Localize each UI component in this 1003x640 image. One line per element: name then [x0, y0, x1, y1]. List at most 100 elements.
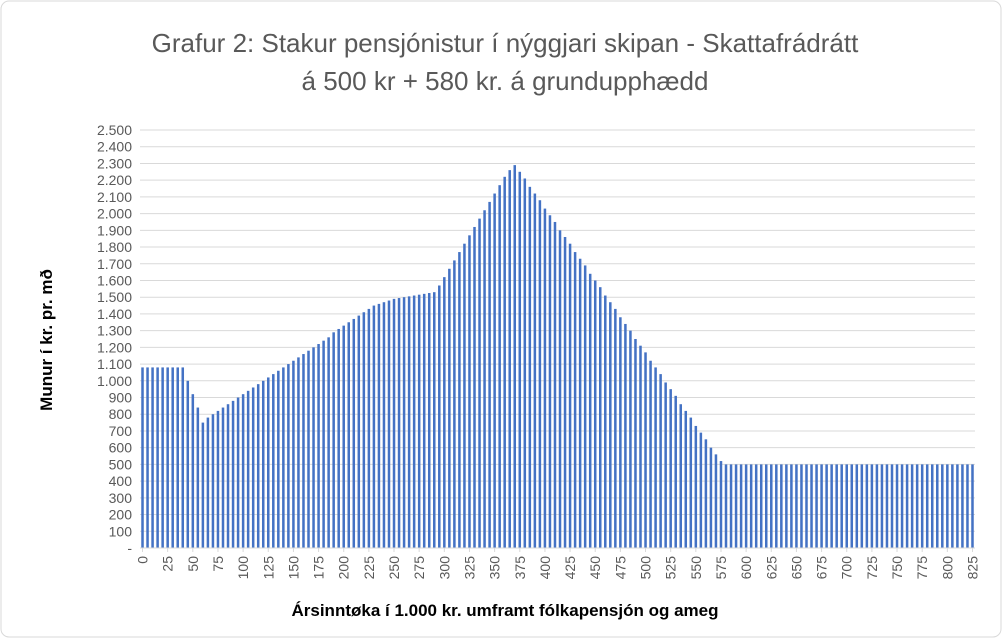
- bar: [417, 294, 421, 548]
- bar: [739, 464, 743, 548]
- bar: [256, 384, 260, 548]
- bar: [558, 230, 562, 548]
- bar: [483, 210, 486, 549]
- bar: [357, 315, 361, 548]
- bar: [397, 298, 401, 548]
- bar: [508, 170, 511, 549]
- bar: [649, 360, 652, 548]
- x-tick-label: 625: [763, 556, 779, 580]
- bar: [287, 364, 290, 548]
- x-tick-label: 75: [210, 556, 226, 572]
- bar: [251, 387, 255, 548]
- y-tick-label: 1.200: [97, 339, 132, 355]
- bar: [825, 464, 828, 548]
- bar: [588, 273, 592, 548]
- bar: [352, 318, 356, 548]
- y-tick-label: 400: [109, 473, 133, 489]
- x-tick-label: 500: [638, 556, 654, 580]
- bar: [795, 464, 798, 548]
- y-tick-label: 2.100: [97, 189, 132, 205]
- y-tick-label: 1.500: [97, 289, 132, 305]
- bar: [272, 374, 275, 548]
- x-tick-label: 225: [361, 556, 377, 580]
- bar: [810, 464, 813, 548]
- x-tick-label: 575: [713, 556, 729, 580]
- bar: [598, 287, 602, 548]
- bar: [141, 367, 144, 548]
- bar: [422, 293, 426, 548]
- bar: [780, 464, 783, 548]
- bar: [749, 464, 753, 548]
- bar: [961, 464, 964, 548]
- bar: [890, 464, 894, 548]
- bar: [689, 417, 693, 548]
- bar: [553, 221, 557, 548]
- bar: [206, 417, 210, 548]
- y-tick-label: 2.000: [97, 206, 132, 222]
- bar: [292, 360, 295, 548]
- bar: [211, 414, 215, 548]
- bar: [654, 367, 657, 548]
- bar: [523, 178, 527, 548]
- bar: [382, 302, 386, 548]
- x-tick-label: 650: [788, 556, 804, 580]
- x-tick-label: 300: [436, 556, 452, 580]
- x-tick-label: 675: [814, 556, 830, 580]
- bar: [402, 297, 406, 548]
- bar: [619, 317, 622, 548]
- bar: [573, 252, 577, 548]
- y-tick-label: 1.000: [97, 373, 132, 389]
- bar: [593, 280, 597, 548]
- bar: [412, 295, 416, 548]
- x-tick-label: 50: [185, 556, 201, 572]
- bar: [639, 345, 642, 548]
- bar: [407, 296, 411, 548]
- bar: [936, 464, 939, 548]
- y-tick-label: 1.300: [97, 323, 132, 339]
- bar: [719, 461, 723, 548]
- bar: [453, 260, 456, 548]
- x-tick-label: 175: [311, 556, 327, 580]
- x-tick-label: 600: [738, 556, 754, 580]
- bar: [176, 367, 179, 548]
- bar: [971, 464, 974, 548]
- bar: [699, 432, 703, 548]
- bar: [261, 380, 265, 548]
- bar: [448, 268, 451, 548]
- bar: [785, 464, 788, 548]
- bar: [337, 328, 340, 548]
- y-tick-label: 1.700: [97, 256, 132, 272]
- bar: [855, 464, 859, 548]
- x-tick-label: 325: [461, 556, 477, 580]
- bar: [895, 464, 899, 548]
- x-tick-label: 525: [663, 556, 679, 580]
- bar: [900, 464, 904, 548]
- bar: [815, 464, 818, 548]
- bar: [392, 298, 396, 548]
- bar: [684, 410, 688, 548]
- bar: [644, 352, 647, 548]
- bar: [538, 200, 542, 548]
- x-tick-label: 800: [939, 556, 955, 580]
- bar: [543, 208, 547, 549]
- y-tick-label: 1.100: [97, 356, 132, 372]
- y-tick-label: -: [127, 540, 132, 556]
- bar: [830, 464, 833, 548]
- x-tick-label: 725: [864, 556, 880, 580]
- bar: [427, 293, 431, 548]
- y-tick-label: 1.400: [97, 306, 132, 322]
- x-tick-label: 150: [285, 556, 301, 580]
- bar: [775, 464, 778, 548]
- bar: [805, 464, 808, 548]
- bar: [880, 464, 884, 548]
- bar: [951, 464, 954, 548]
- bar: [151, 367, 154, 548]
- bar: [568, 243, 572, 549]
- x-tick-label: 200: [336, 556, 352, 580]
- bar: [790, 464, 793, 548]
- bar: [930, 464, 934, 548]
- bar: [714, 454, 718, 548]
- bar: [679, 404, 682, 548]
- bar: [609, 302, 612, 548]
